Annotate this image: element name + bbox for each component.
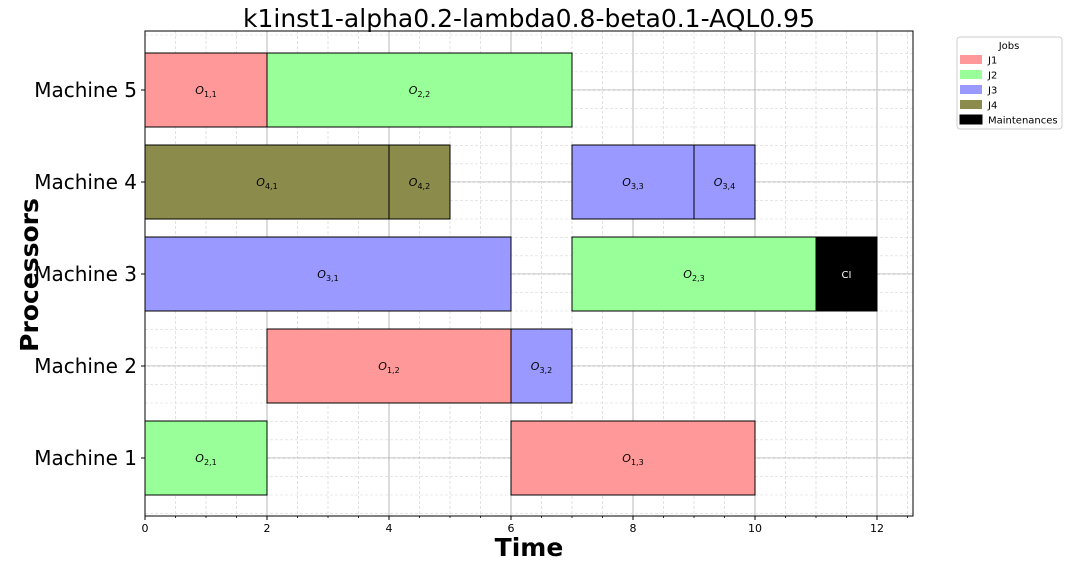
x-tick-label: 12 [870, 522, 884, 535]
legend-swatch [960, 55, 982, 64]
legend-entry-label: J2 [987, 71, 997, 82]
task-label: O2,1 [195, 452, 216, 467]
task-label: O1,3 [622, 452, 643, 467]
y-tick-label: Machine 4 [34, 170, 137, 194]
task-label: O3,1 [317, 268, 338, 283]
x-tick-label: 0 [142, 522, 149, 535]
x-axis-label: Time [495, 533, 564, 562]
x-tick-label: 10 [748, 522, 762, 535]
legend-swatch [960, 100, 982, 109]
task-bar [815, 236, 878, 312]
task-label: O3,4 [714, 176, 735, 191]
y-tick-label: Machine 3 [34, 262, 137, 286]
task-bar [144, 144, 390, 220]
y-tick-labels: Machine 1 Machine 2 Machine 3 Machine 4 Mach… [34, 78, 145, 470]
task-bars: O1,1 O2,2 O4,1 O4,2 O3,3 O3,4 O3,1 O2,3 CI O1,2 O3… [144, 52, 878, 496]
x-tick-label: 4 [386, 522, 393, 535]
legend-swatch [959, 114, 983, 125]
task-label: O3,3 [622, 176, 643, 191]
task-bar [144, 420, 268, 496]
legend-frame [956, 36, 1063, 130]
y-tick-label: Machine 5 [34, 78, 137, 102]
x-tick-label: 6 [508, 522, 515, 535]
task-label: O1,1 [195, 84, 216, 99]
y-axis-label: Processors [15, 198, 44, 352]
task-bar [388, 144, 451, 220]
task-bar [510, 328, 573, 404]
task-label: O1,2 [378, 360, 399, 375]
task-label: O2,2 [409, 84, 430, 99]
legend-entry-label: Maintenances [988, 116, 1058, 127]
x-tick-label: 8 [630, 522, 637, 535]
task-bar [510, 420, 756, 496]
task-label: O2,3 [683, 268, 704, 283]
task-bar [693, 144, 756, 220]
task-bar [571, 236, 817, 312]
legend-swatch [960, 85, 982, 94]
task-label: O4,2 [409, 176, 430, 191]
task-bar [144, 236, 512, 312]
y-tick-label: Machine 1 [34, 446, 137, 470]
legend-title: Jobs [998, 41, 1020, 52]
task-label: CI [842, 270, 852, 281]
legend-swatch [960, 70, 982, 79]
task-label: O4,1 [256, 176, 277, 191]
legend-entry-label: J4 [987, 101, 997, 112]
legend-entry-label: J3 [987, 86, 997, 97]
x-tick-label: 2 [264, 522, 271, 535]
task-bar [266, 52, 573, 128]
chart-title: k1inst1-alpha0.2-lambda0.8-beta0.1-AQL0.… [243, 4, 815, 33]
y-tick-label: Machine 2 [34, 354, 137, 378]
task-bar [571, 144, 695, 220]
legend-entry-label: J1 [987, 56, 997, 67]
task-bar [266, 328, 512, 404]
x-tick-labels: 0 2 4 6 8 10 12 [142, 516, 908, 535]
task-label: O3,2 [531, 360, 552, 375]
